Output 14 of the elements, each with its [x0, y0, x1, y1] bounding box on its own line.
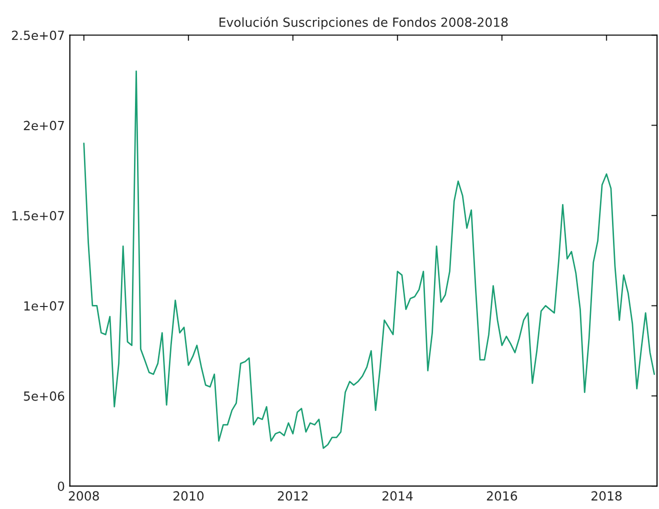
line-series — [83, 70, 655, 449]
x-tick-label: 2014 — [382, 491, 413, 501]
x-tick-label: 2012 — [278, 491, 308, 501]
y-tick-label: 5e+06 — [24, 391, 64, 401]
y-tick-label: 1.5e+07 — [12, 210, 64, 220]
x-tick-label: 2016 — [486, 491, 518, 501]
x-tick-label: 2008 — [68, 491, 99, 501]
x-tick-label: 2010 — [173, 491, 204, 501]
y-tick-label: 0 — [58, 482, 64, 492]
y-tick-label: 2.5e+07 — [12, 30, 64, 40]
x-tick-label: 2018 — [592, 491, 622, 501]
y-tick-label: 2e+07 — [24, 120, 64, 130]
y-tick-label: 1e+07 — [24, 301, 64, 311]
chart-title: Evolución Suscripciones de Fondos 2008-2018 — [220, 16, 508, 30]
